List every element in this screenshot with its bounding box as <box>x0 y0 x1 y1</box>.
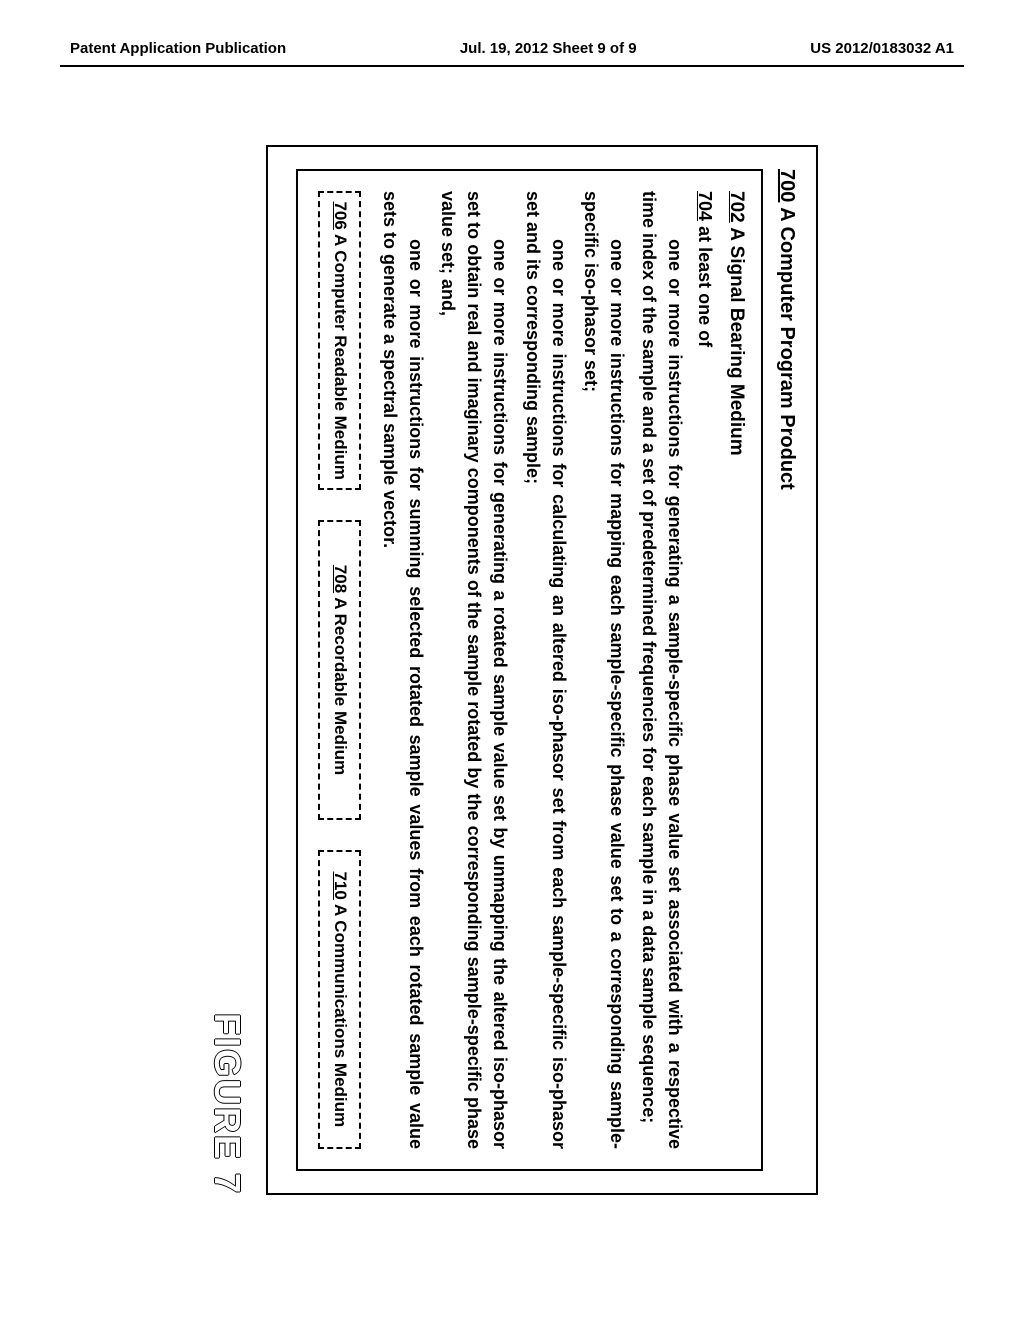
figure-label-text: FIGURE 7 <box>207 1013 248 1195</box>
paragraph-4: one or more instructions for generating … <box>435 191 513 1149</box>
inner-ref: 702 <box>726 191 747 223</box>
media-box-710: 710 A Communications Medium <box>318 850 361 1149</box>
media-706-ref: 706 <box>331 201 350 229</box>
inner-box-702: 702 A Signal Bearing Medium 704 at least… <box>296 169 763 1171</box>
figure-rotated-container: 700 A Computer Program Product 702 A Sig… <box>206 145 818 1195</box>
paragraph-3: one or more instructions for calculating… <box>519 191 571 1149</box>
media-708-label: A Recordable Medium <box>331 597 350 775</box>
inner-label-text: A Signal Bearing Medium <box>726 227 747 455</box>
figure-label: FIGURE 7 <box>206 145 248 1195</box>
media-710-label: A Communications Medium <box>331 904 350 1127</box>
header-left: Patent Application Publication <box>70 40 286 57</box>
sub-title: 704 at least one of <box>694 191 715 1149</box>
header-right: US 2012/0183032 A1 <box>810 40 954 57</box>
sub-label-text: at least one of <box>695 226 715 347</box>
outer-title: 700 A Computer Program Product <box>775 169 798 1171</box>
inner-title: 702 A Signal Bearing Medium <box>725 191 747 1149</box>
paragraph-5: one or more instructions for summing sel… <box>377 191 429 1149</box>
media-710-ref: 710 <box>331 871 350 899</box>
media-box-706: 706 A Computer Readable Medium <box>318 191 361 490</box>
outer-ref: 700 <box>776 169 798 202</box>
media-706-label: A Computer Readable Medium <box>331 234 350 480</box>
page-header: Patent Application Publication Jul. 19, … <box>60 40 964 67</box>
media-box-708: 708 A Recordable Medium <box>318 520 361 819</box>
patent-page: Patent Application Publication Jul. 19, … <box>0 0 1024 1320</box>
media-row: 706 A Computer Readable Medium 708 A Rec… <box>318 191 361 1149</box>
media-708-ref: 708 <box>331 565 350 593</box>
outer-box-700: 700 A Computer Program Product 702 A Sig… <box>266 145 818 1195</box>
outer-label-text: A Computer Program Product <box>776 207 798 490</box>
paragraph-1: one or more instructions for generating … <box>636 191 688 1149</box>
sub-ref: 704 <box>695 191 715 221</box>
header-center: Jul. 19, 2012 Sheet 9 of 9 <box>460 40 637 57</box>
paragraph-2: one or more instructions for mapping eac… <box>578 191 630 1149</box>
